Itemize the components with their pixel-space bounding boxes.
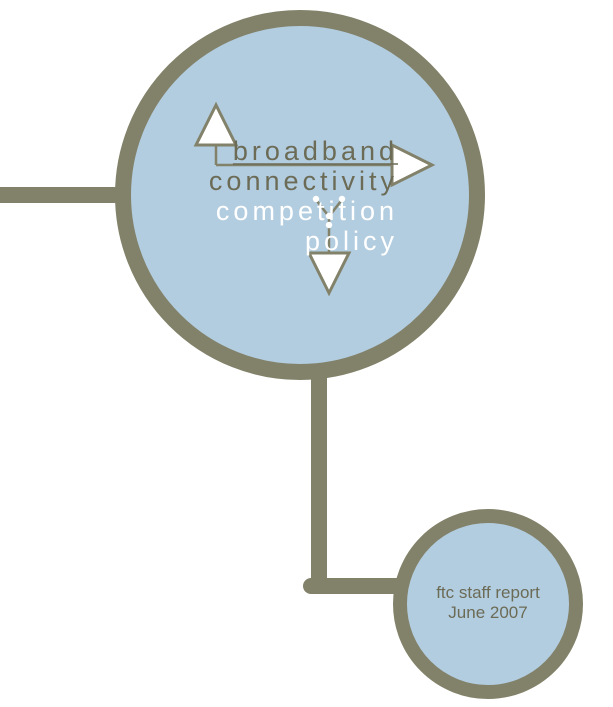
dot-icon: [313, 196, 319, 202]
title-line3: competition: [216, 196, 398, 226]
title-line2: connectivity: [209, 166, 398, 196]
small-text-line1: ftc staff report: [436, 583, 540, 602]
small-text-line2: June 2007: [448, 603, 527, 622]
dot-icon: [339, 196, 345, 202]
dot-icon: [326, 222, 332, 228]
dot-icon: [326, 213, 332, 219]
report-cover: broadband connectivity competition polic…: [0, 0, 613, 707]
title-line4: policy: [305, 226, 398, 256]
title-line1: broadband: [233, 136, 398, 166]
cover-svg: broadband connectivity competition polic…: [0, 0, 613, 707]
